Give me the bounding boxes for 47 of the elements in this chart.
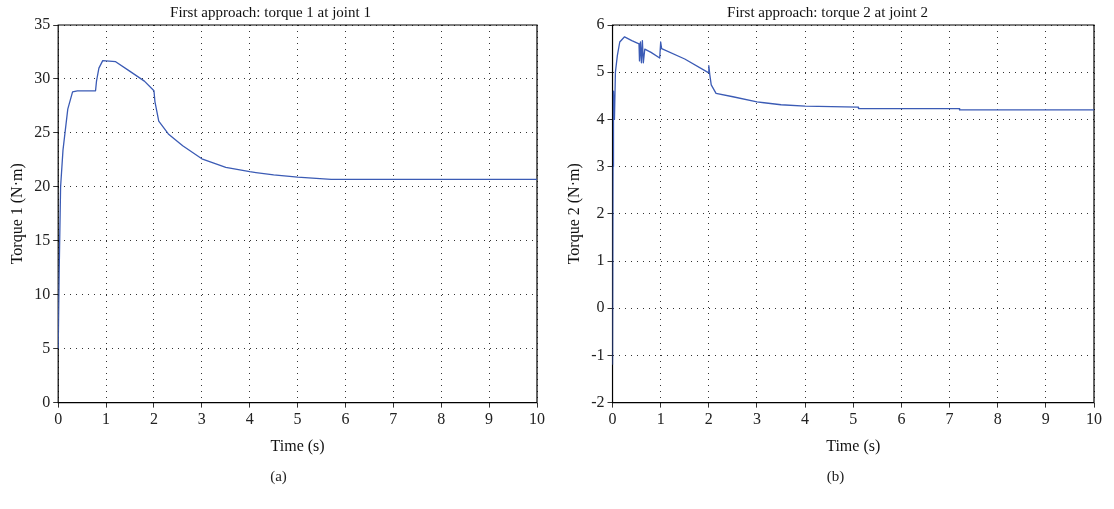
text: (b) (826, 468, 845, 485)
y-axis-title: Torque 1 (N·m) (7, 163, 26, 265)
x-tick-label: 5 (849, 410, 858, 428)
y-tick-label: 0 (42, 392, 51, 410)
x-tick-label: 7 (945, 410, 954, 428)
x-tick-label: 10 (1086, 410, 1102, 428)
x-tick-label: 3 (752, 410, 761, 428)
x-tick-label: 3 (197, 410, 206, 428)
x-tick-label: 7 (389, 410, 398, 428)
y-tick-label: 2 (596, 204, 605, 221)
y-tick-label: 35 (34, 15, 51, 33)
y-tick-label: 1 (596, 251, 605, 269)
chart-title: First approach: torque 1 at joint 1 (170, 3, 371, 20)
y-axis-title: Torque 2 (N·m) (564, 163, 583, 265)
text: (a) (270, 468, 287, 485)
x-tick-label: 8 (437, 410, 446, 428)
x-tick-label: 2 (704, 410, 713, 428)
y-tick-label: 4 (596, 109, 605, 127)
chart-title: First approach: torque 2 at joint 2 (727, 3, 928, 20)
x-tick-label: 10 (529, 410, 545, 428)
y-tick-label: 20 (34, 177, 51, 195)
x-tick-label: 4 (801, 410, 810, 428)
y-tick-label: 25 (34, 123, 51, 141)
x-tick-label: 1 (656, 410, 665, 428)
x-tick-label: 5 (293, 410, 302, 428)
y-tick-label: -2 (591, 392, 605, 410)
x-tick-label: 9 (1041, 410, 1050, 428)
y-tick-label: 6 (596, 15, 605, 33)
y-tick-label: 10 (34, 284, 51, 302)
x-tick-label: 1 (102, 410, 111, 428)
x-tick-label: 6 (341, 410, 350, 428)
x-tick-label: 8 (993, 410, 1002, 428)
y-tick-label: 3 (596, 156, 605, 174)
x-tick-label: 2 (149, 410, 158, 428)
x-tick-label: 0 (54, 410, 63, 428)
x-axis-title: Time (s) (270, 436, 325, 455)
x-axis-title: Time (s) (826, 436, 881, 455)
y-tick-label: 30 (34, 69, 51, 87)
y-tick-label: 15 (34, 230, 51, 248)
x-tick-label: 0 (608, 410, 617, 428)
y-tick-label: 5 (42, 338, 51, 356)
x-tick-label: 6 (897, 410, 906, 428)
y-tick-label: 0 (596, 298, 605, 316)
y-tick-label: -1 (591, 345, 605, 363)
x-tick-label: 9 (485, 410, 494, 428)
x-tick-label: 4 (245, 410, 254, 428)
y-tick-label: 5 (596, 62, 605, 80)
